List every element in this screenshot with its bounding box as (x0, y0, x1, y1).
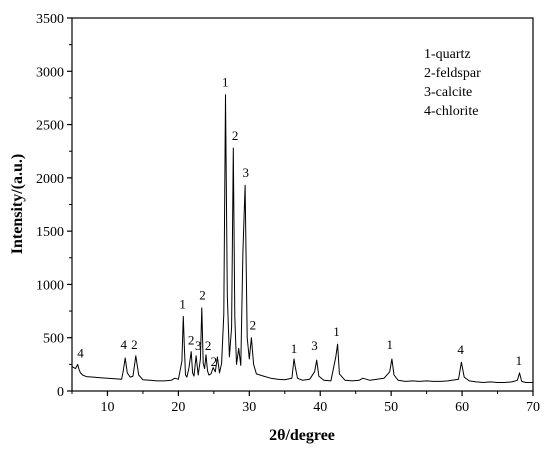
x-tick-label: 10 (100, 400, 114, 415)
peak-label: 3 (243, 165, 250, 180)
x-tick-label: 20 (171, 400, 185, 415)
y-tick-label: 3500 (36, 12, 64, 27)
legend-entry: 4-chlorite (424, 104, 478, 119)
peak-label: 1 (222, 75, 229, 90)
peak-label: 2 (232, 128, 239, 143)
x-axis-ticks: 10 20 30 40 50 60 70 (71, 391, 540, 415)
x-tick-label: 50 (384, 400, 398, 415)
peak-label: 1 (291, 341, 298, 356)
x-tick-label: 70 (526, 400, 540, 415)
y-axis-ticks: 0 500 1000 1500 2000 2500 3000 3500 (36, 12, 72, 400)
legend-entry: 1-quartz (424, 47, 471, 62)
peak-label: 1 (386, 337, 393, 352)
y-tick-label: 0 (57, 385, 64, 400)
peak-label: 3 (195, 338, 202, 353)
peak-label: 2 (205, 338, 212, 353)
peak-label: 2 (250, 318, 257, 333)
peak-label: 2 (211, 354, 218, 369)
x-tick-label: 60 (455, 400, 469, 415)
peak-label: 1 (333, 324, 340, 339)
peak-label: 4 (457, 342, 464, 357)
xrd-pattern-line (71, 94, 533, 383)
peak-label: 1 (179, 296, 186, 311)
series-layer (71, 94, 533, 383)
x-axis-label: 2θ/degree (269, 427, 335, 444)
y-tick-label: 1000 (36, 278, 64, 293)
y-tick-label: 1500 (36, 225, 64, 240)
legend-entry: 2-feldspar (424, 66, 481, 81)
y-tick-label: 2000 (36, 172, 64, 187)
peak-label: 3 (311, 338, 318, 353)
peak-label: 4 (121, 337, 128, 352)
y-axis-label: Intensity/(a.u.) (9, 154, 26, 254)
legend: 1-quartz 2-feldspar 3-calcite 4-chlorite (424, 47, 481, 119)
y-tick-label: 500 (43, 332, 64, 347)
peak-label: 2 (199, 288, 206, 303)
peak-label: 4 (77, 345, 84, 360)
y-tick-label: 3000 (36, 65, 64, 80)
peak-label: 2 (131, 337, 138, 352)
x-tick-label: 40 (313, 400, 327, 415)
x-tick-label: 30 (242, 400, 256, 415)
y-tick-label: 2500 (36, 119, 64, 134)
legend-entry: 3-calcite (424, 85, 472, 100)
peak-label: 2 (188, 333, 195, 348)
peak-label: 1 (516, 353, 523, 368)
